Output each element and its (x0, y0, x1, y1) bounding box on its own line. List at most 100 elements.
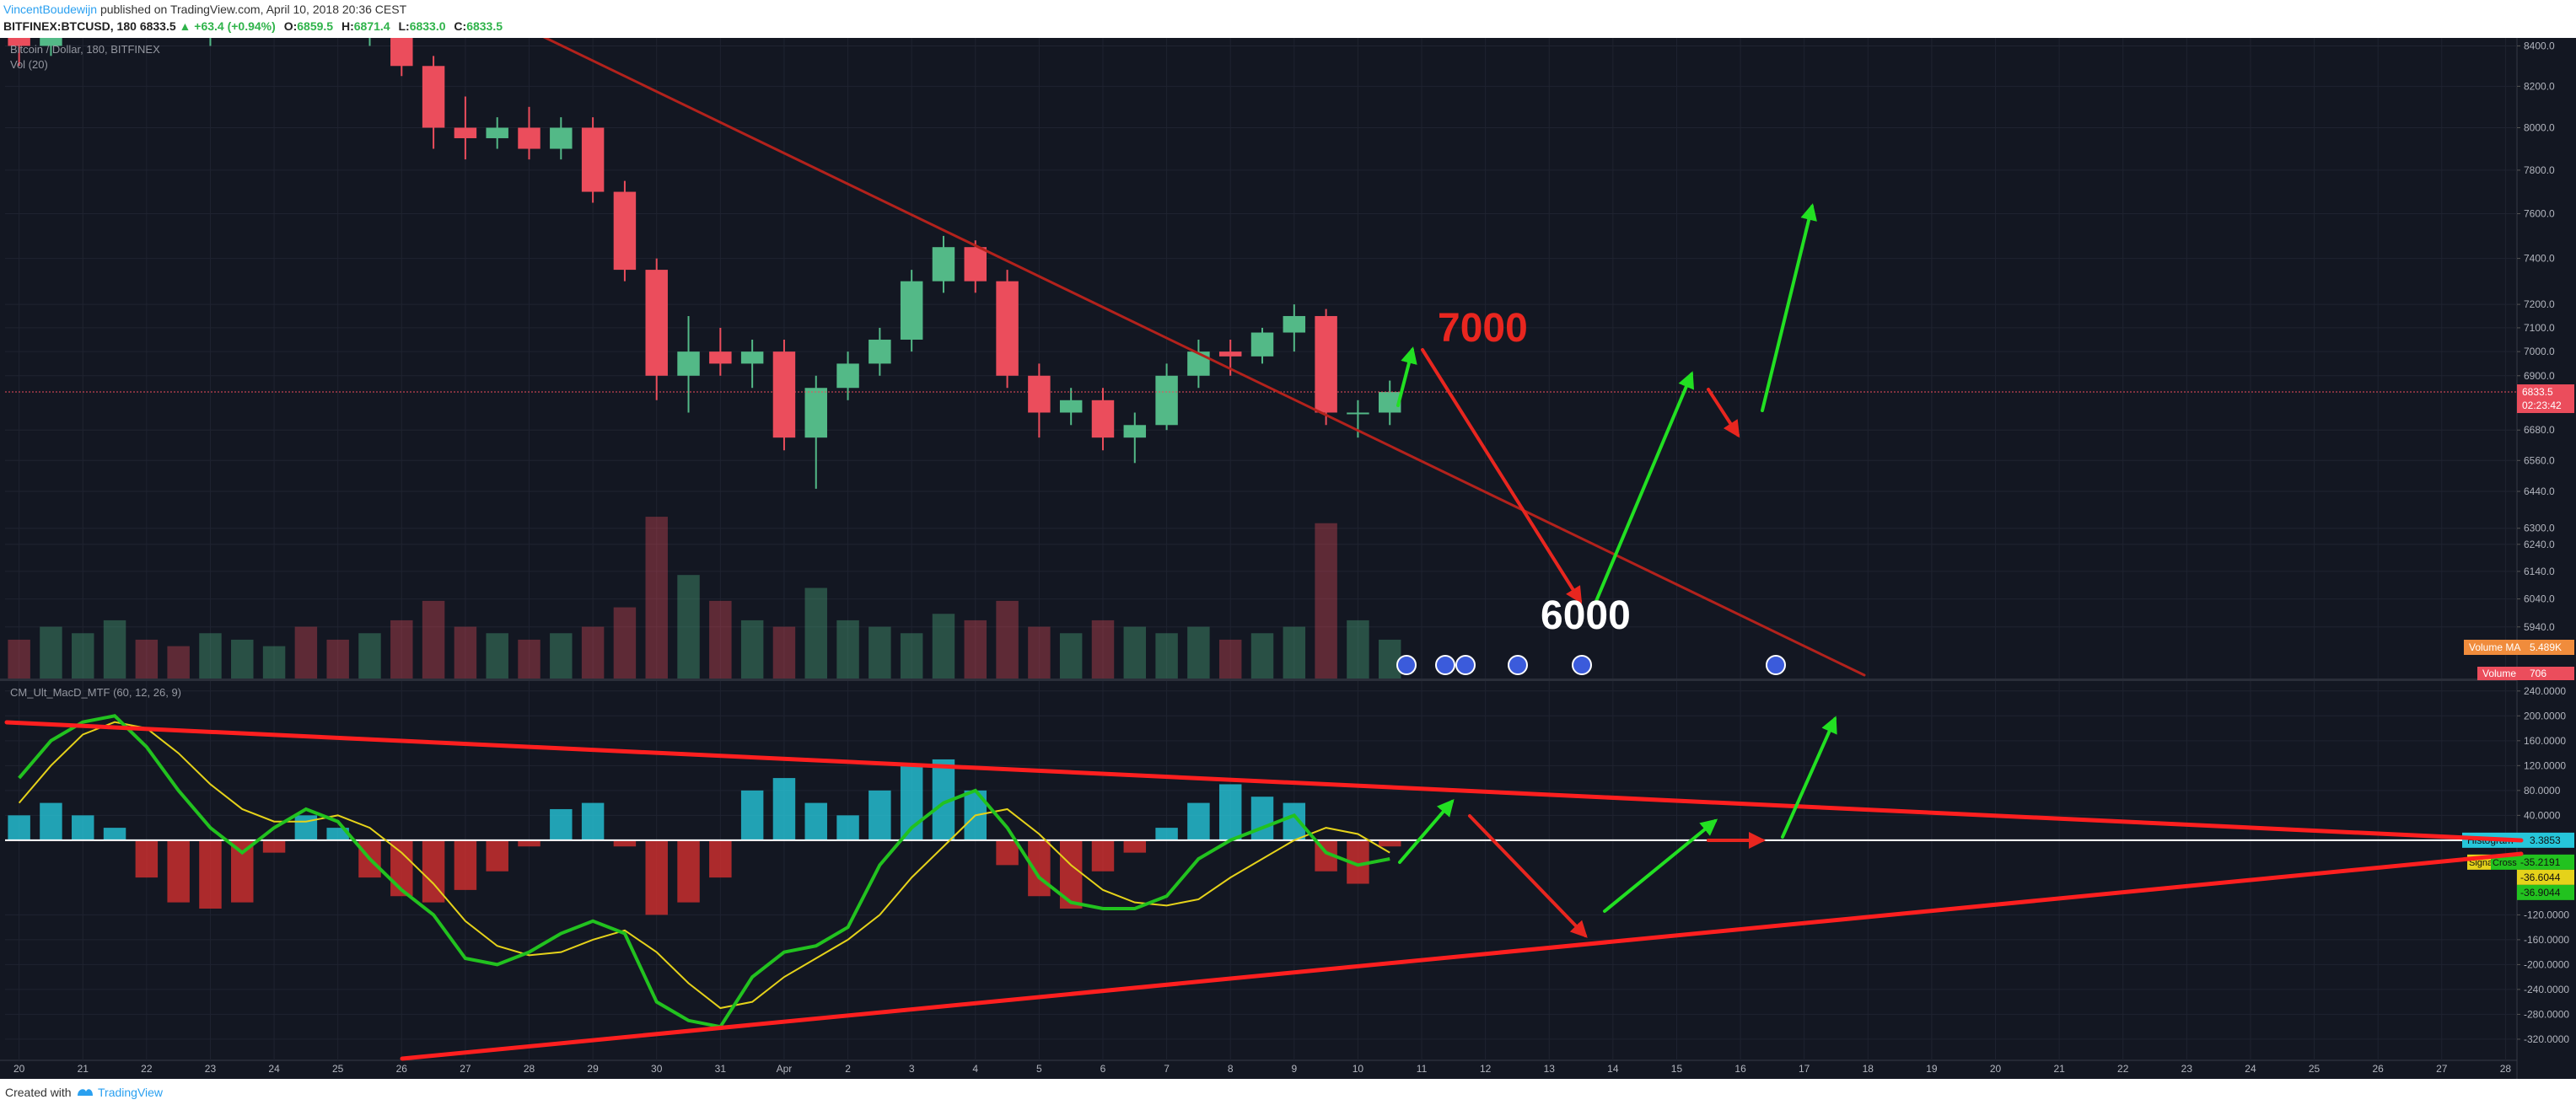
candle-body (869, 339, 891, 364)
chart: 20 21 22 23 24 25 26 27 28 29 30 31 Apr 2 3 4 5 6 7 8 9 10 11 1… (0, 38, 2576, 1079)
arrow (1468, 814, 1588, 938)
candle-body (1028, 375, 1051, 413)
candle-body (518, 127, 540, 149)
histogram-bar (390, 839, 413, 897)
histogram-bar (804, 802, 827, 840)
cross-tag-label: Cross (2493, 858, 2517, 868)
y-tick-label: -320.0000 (2524, 1033, 2569, 1045)
x-tick-label: 25 (332, 1063, 344, 1075)
background (0, 38, 2576, 1079)
volume-bar (8, 639, 30, 679)
volume-bar (326, 639, 349, 679)
volume-bar (454, 626, 477, 679)
countdown-label: 02:23:42 (2522, 400, 2562, 411)
event-badge[interactable] (1572, 655, 1592, 675)
x-tick-label: 11 (1417, 1063, 1428, 1075)
x-tick-label: 6 (1100, 1063, 1106, 1075)
trendline (542, 38, 1866, 677)
y-tick-label: -200.0000 (2524, 958, 2569, 970)
volume-bar (1378, 639, 1401, 679)
x-tick-label: 26 (396, 1063, 408, 1075)
histogram-bar (1378, 839, 1401, 847)
y-tick-label: 6040.0 (2524, 593, 2555, 605)
histogram-bar (1123, 839, 1147, 853)
candle-body (454, 127, 477, 138)
x-tick-label: 12 (1480, 1063, 1492, 1075)
event-badge[interactable] (1766, 655, 1786, 675)
volume-bar (550, 633, 573, 679)
y-tick-label: 7600.0 (2524, 208, 2555, 220)
histogram-bar (40, 802, 62, 840)
histogram-bar (1091, 839, 1115, 872)
brand[interactable]: TradingView (98, 1086, 164, 1099)
cross-tag (2491, 854, 2518, 870)
event-badge[interactable] (1455, 655, 1476, 675)
histogram-bar (518, 839, 540, 847)
pane-title: Bitcoin / Dollar, 180, BITFINEX (10, 43, 160, 56)
volume-bar (869, 626, 891, 679)
histogram-tag-value: 3.3853 (2530, 834, 2561, 846)
volume-bar (486, 633, 508, 679)
candle-body (1315, 315, 1337, 413)
volume-bar (1155, 633, 1178, 679)
volume-bar (1059, 633, 1083, 679)
created-with: Created with (5, 1086, 72, 1099)
y-tick-label: 160.0000 (2524, 735, 2566, 747)
y-tick-label: 6240.0 (2524, 539, 2555, 550)
arrow (1398, 798, 1455, 864)
value-tag (2517, 884, 2574, 900)
y-tick-label: 8200.0 (2524, 80, 2555, 92)
x-tick-label: 15 (1671, 1063, 1683, 1075)
author[interactable]: VincentBoudewijn (3, 3, 98, 16)
ohlc-value: 6833.5 (466, 19, 503, 33)
y-tick-label: -240.0000 (2524, 984, 2569, 995)
volume-bar (772, 626, 796, 679)
x-tick-label: 24 (268, 1063, 280, 1075)
volume-bar (518, 639, 540, 679)
arrow (1421, 348, 1583, 604)
volume-bar (199, 633, 222, 679)
histogram-bar (1283, 802, 1306, 840)
last-price: 6833.5 (139, 19, 176, 33)
header: VincentBoudewijn published on TradingVie… (0, 0, 2576, 38)
histogram-bar (645, 839, 668, 915)
event-badge[interactable] (1508, 655, 1528, 675)
x-tick-label: 20 (1990, 1063, 2002, 1075)
volume-bar (900, 633, 923, 679)
y-tick-label: 6300.0 (2524, 523, 2555, 534)
x-tick-label: 7 (1164, 1063, 1170, 1075)
x-tick-label: Apr (777, 1063, 793, 1075)
volume-tags: Volume MA 5.489K Volume 706 (2464, 640, 2574, 680)
volume-bar (645, 517, 668, 679)
ohlc-value: 6833.0 (409, 19, 446, 33)
y-tick-label: 5940.0 (2524, 621, 2555, 633)
volume-bar (677, 575, 700, 679)
candle-body (1250, 332, 1274, 357)
x-tick-label: 9 (1291, 1063, 1297, 1075)
tag-bg (2464, 640, 2574, 655)
histogram-bar (613, 839, 637, 847)
volume-bar (1250, 633, 1274, 679)
signal-tag-label: Signal (2469, 858, 2495, 868)
volume-bar (1283, 626, 1306, 679)
y-tick-label: 200.0000 (2524, 710, 2566, 721)
ohlc-value: 6871.4 (353, 19, 390, 33)
candle-body (996, 281, 1019, 376)
x-tick-label: 28 (524, 1063, 535, 1075)
event-badge[interactable] (1435, 655, 1455, 675)
candle-body (1187, 351, 1210, 376)
volume-bar (72, 633, 94, 679)
histogram-bar (869, 790, 891, 840)
x-tick-label: 4 (972, 1063, 978, 1075)
histogram-bar (454, 839, 477, 890)
x-tick-label: 21 (2053, 1063, 2065, 1075)
candle-body (804, 388, 827, 438)
candle-body (645, 270, 668, 376)
y-tick-label: 80.0000 (2524, 785, 2561, 797)
volume-bar (358, 633, 381, 679)
event-badge[interactable] (1396, 655, 1417, 675)
price-tag-label: 6833.5 (2522, 386, 2553, 398)
x-tick-label: 28 (2500, 1063, 2512, 1075)
y-tick-label: 6440.0 (2524, 485, 2555, 497)
